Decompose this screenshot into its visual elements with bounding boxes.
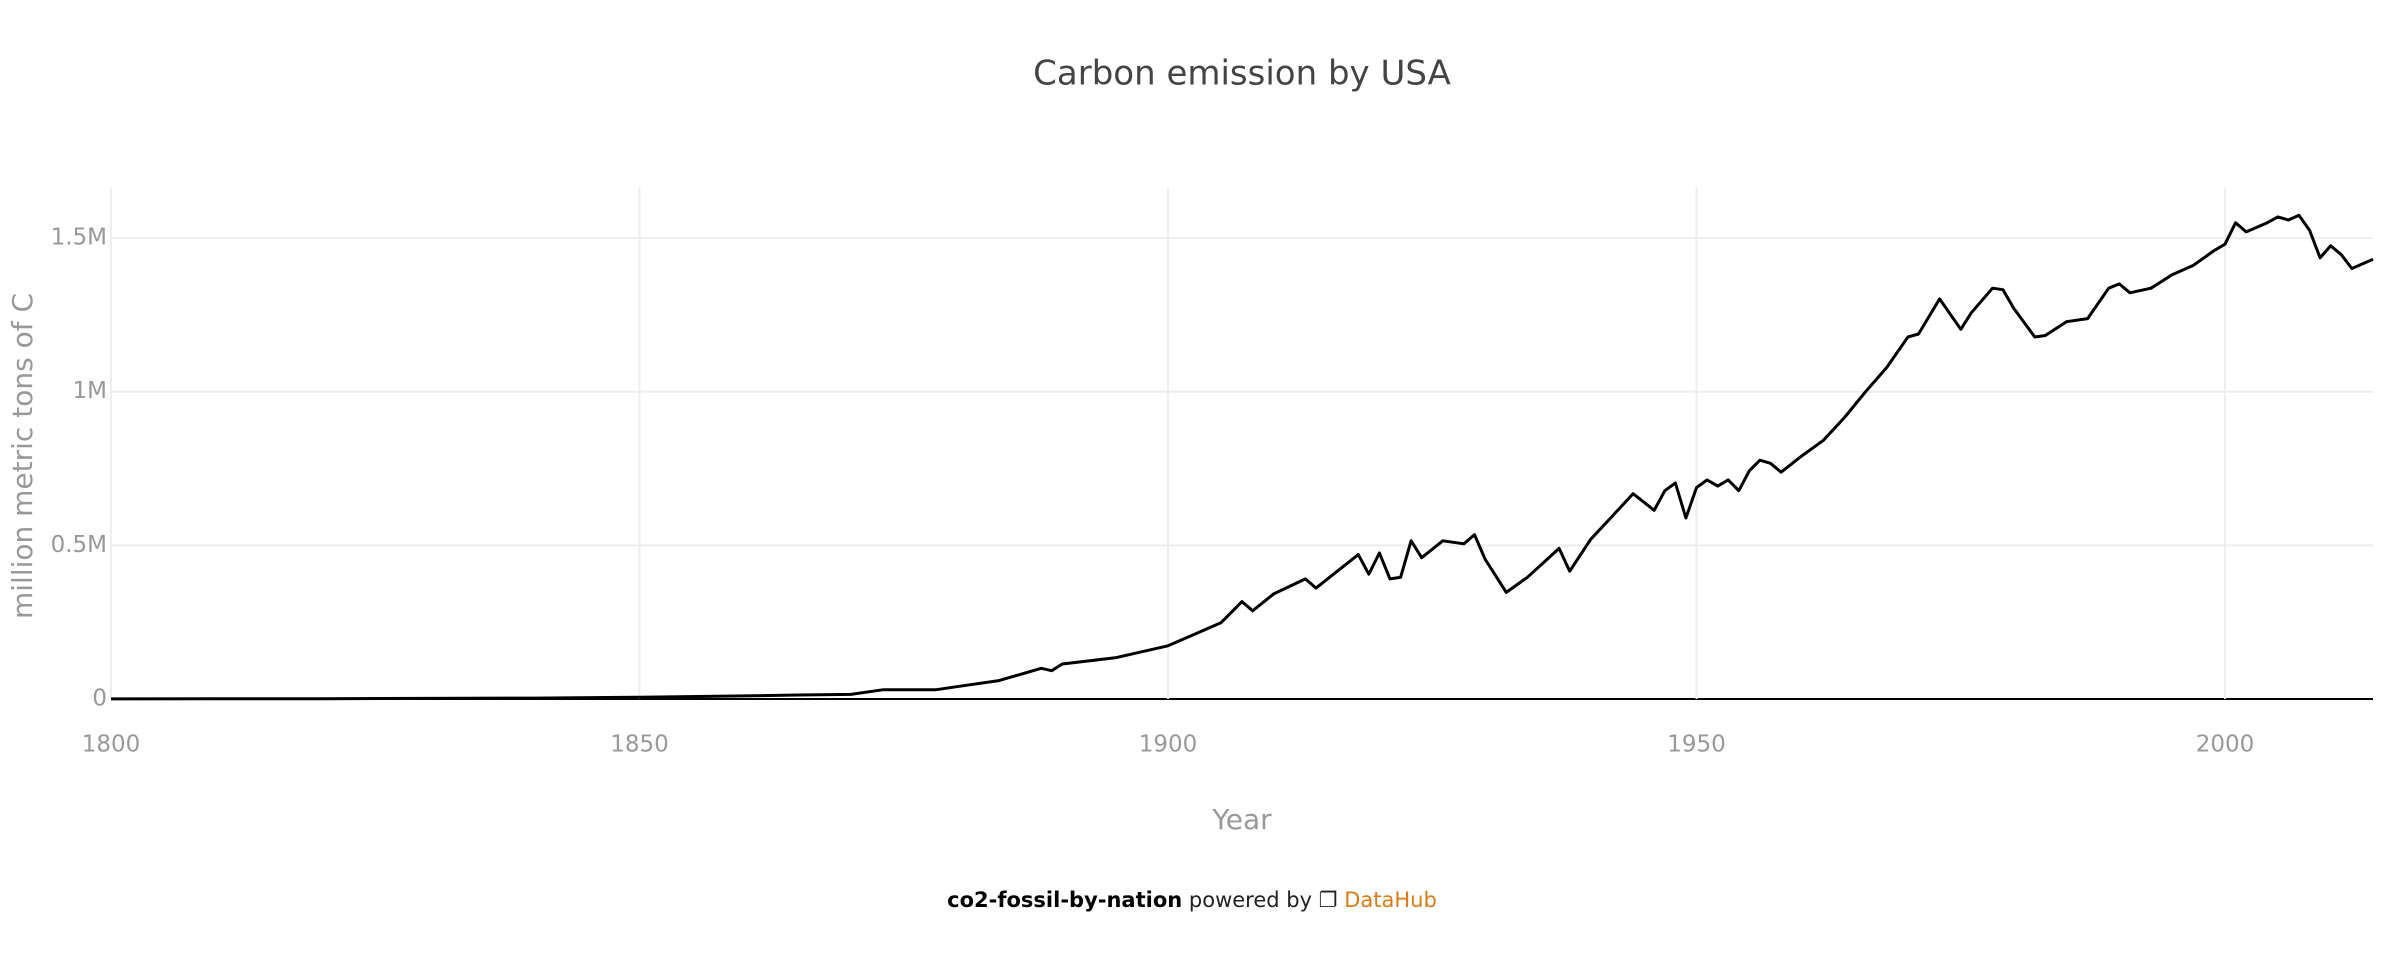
x-axis-title: Year [1211,803,1272,836]
powered-by: powered by [1188,888,1313,912]
y-tick-label: 0 [92,686,107,712]
datahub-link[interactable]: DataHub [1344,888,1437,912]
y-tick-label: 1M [73,378,107,404]
data-line [110,213,2374,701]
chart: Carbon emission by USA Year million metr… [6,54,2374,836]
x-tick-label: 2000 [2196,732,2255,758]
x-tick-label: 1950 [1667,732,1726,758]
y-axis-title: million metric tons of C [6,293,39,619]
icon: ❐ [1318,888,1338,912]
dataset-name[interactable]: co2-fossil-by-nation [947,888,1183,912]
chart-title: Carbon emission by USA [1033,54,1451,94]
y-tick-label: 1.5M [51,225,107,251]
x-tick-label: 1850 [610,732,669,758]
y-tick-label: 0.5M [51,532,107,558]
footer: co2-fossil-by-nation powered by ❐ DataHu… [0,888,2384,912]
x-tick-label: 1900 [1139,732,1198,758]
x-tick-label: 1800 [82,732,141,758]
